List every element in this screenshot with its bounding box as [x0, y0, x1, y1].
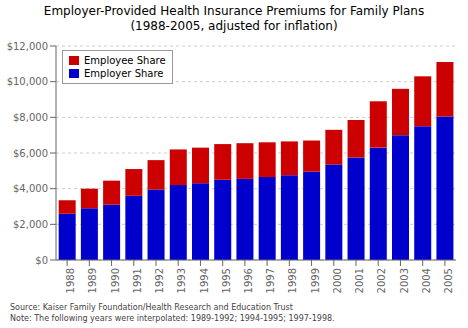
svg-text:1998: 1998	[287, 268, 298, 293]
html-text:Employee Share: Employee Share	[84, 55, 166, 66]
svg-text:$2,000: $2,000	[13, 219, 48, 230]
svg-text:1995: 1995	[221, 268, 232, 293]
html-text:(1988-2005, adjusted for infla: (1988-2005, adjusted for inflation)	[130, 19, 338, 33]
svg-text:2004: 2004	[421, 268, 432, 293]
svg-text:2005: 2005	[443, 268, 454, 293]
svg-text:$4,000: $4,000	[13, 183, 48, 194]
svg-text:1994: 1994	[199, 268, 210, 293]
svg-text:$0: $0	[35, 255, 48, 266]
svg-text:1991: 1991	[132, 268, 143, 293]
svg-text:1988: 1988	[65, 268, 76, 293]
svg-text:1997: 1997	[265, 268, 276, 293]
svg-text:$6,000: $6,000	[13, 148, 48, 159]
svg-text:$12,000: $12,000	[8, 41, 48, 52]
svg-text:2003: 2003	[399, 268, 410, 293]
html-text:Employer-Provided Health Insur: Employer-Provided Health Insurance Premi…	[43, 4, 425, 18]
svg-text:1993: 1993	[176, 268, 187, 293]
html-text:Source: Kaiser Family Foundati: Source: Kaiser Family Foundation/Health …	[10, 303, 293, 312]
html-text:Employer Share: Employer Share	[84, 68, 164, 79]
svg-text:1996: 1996	[243, 268, 254, 293]
svg-text:1989: 1989	[87, 268, 98, 293]
svg-text:$10,000: $10,000	[8, 76, 48, 87]
svg-text:1990: 1990	[110, 268, 121, 293]
svg-text:2002: 2002	[376, 268, 387, 293]
svg-text:$8,000: $8,000	[13, 112, 48, 123]
svg-text:1999: 1999	[310, 268, 321, 293]
svg-text:2001: 2001	[354, 268, 365, 293]
svg-text:2000: 2000	[332, 268, 343, 293]
html-text:Note: The following years were: Note: The following years were interpola…	[10, 314, 335, 323]
svg-text:1992: 1992	[154, 268, 165, 293]
